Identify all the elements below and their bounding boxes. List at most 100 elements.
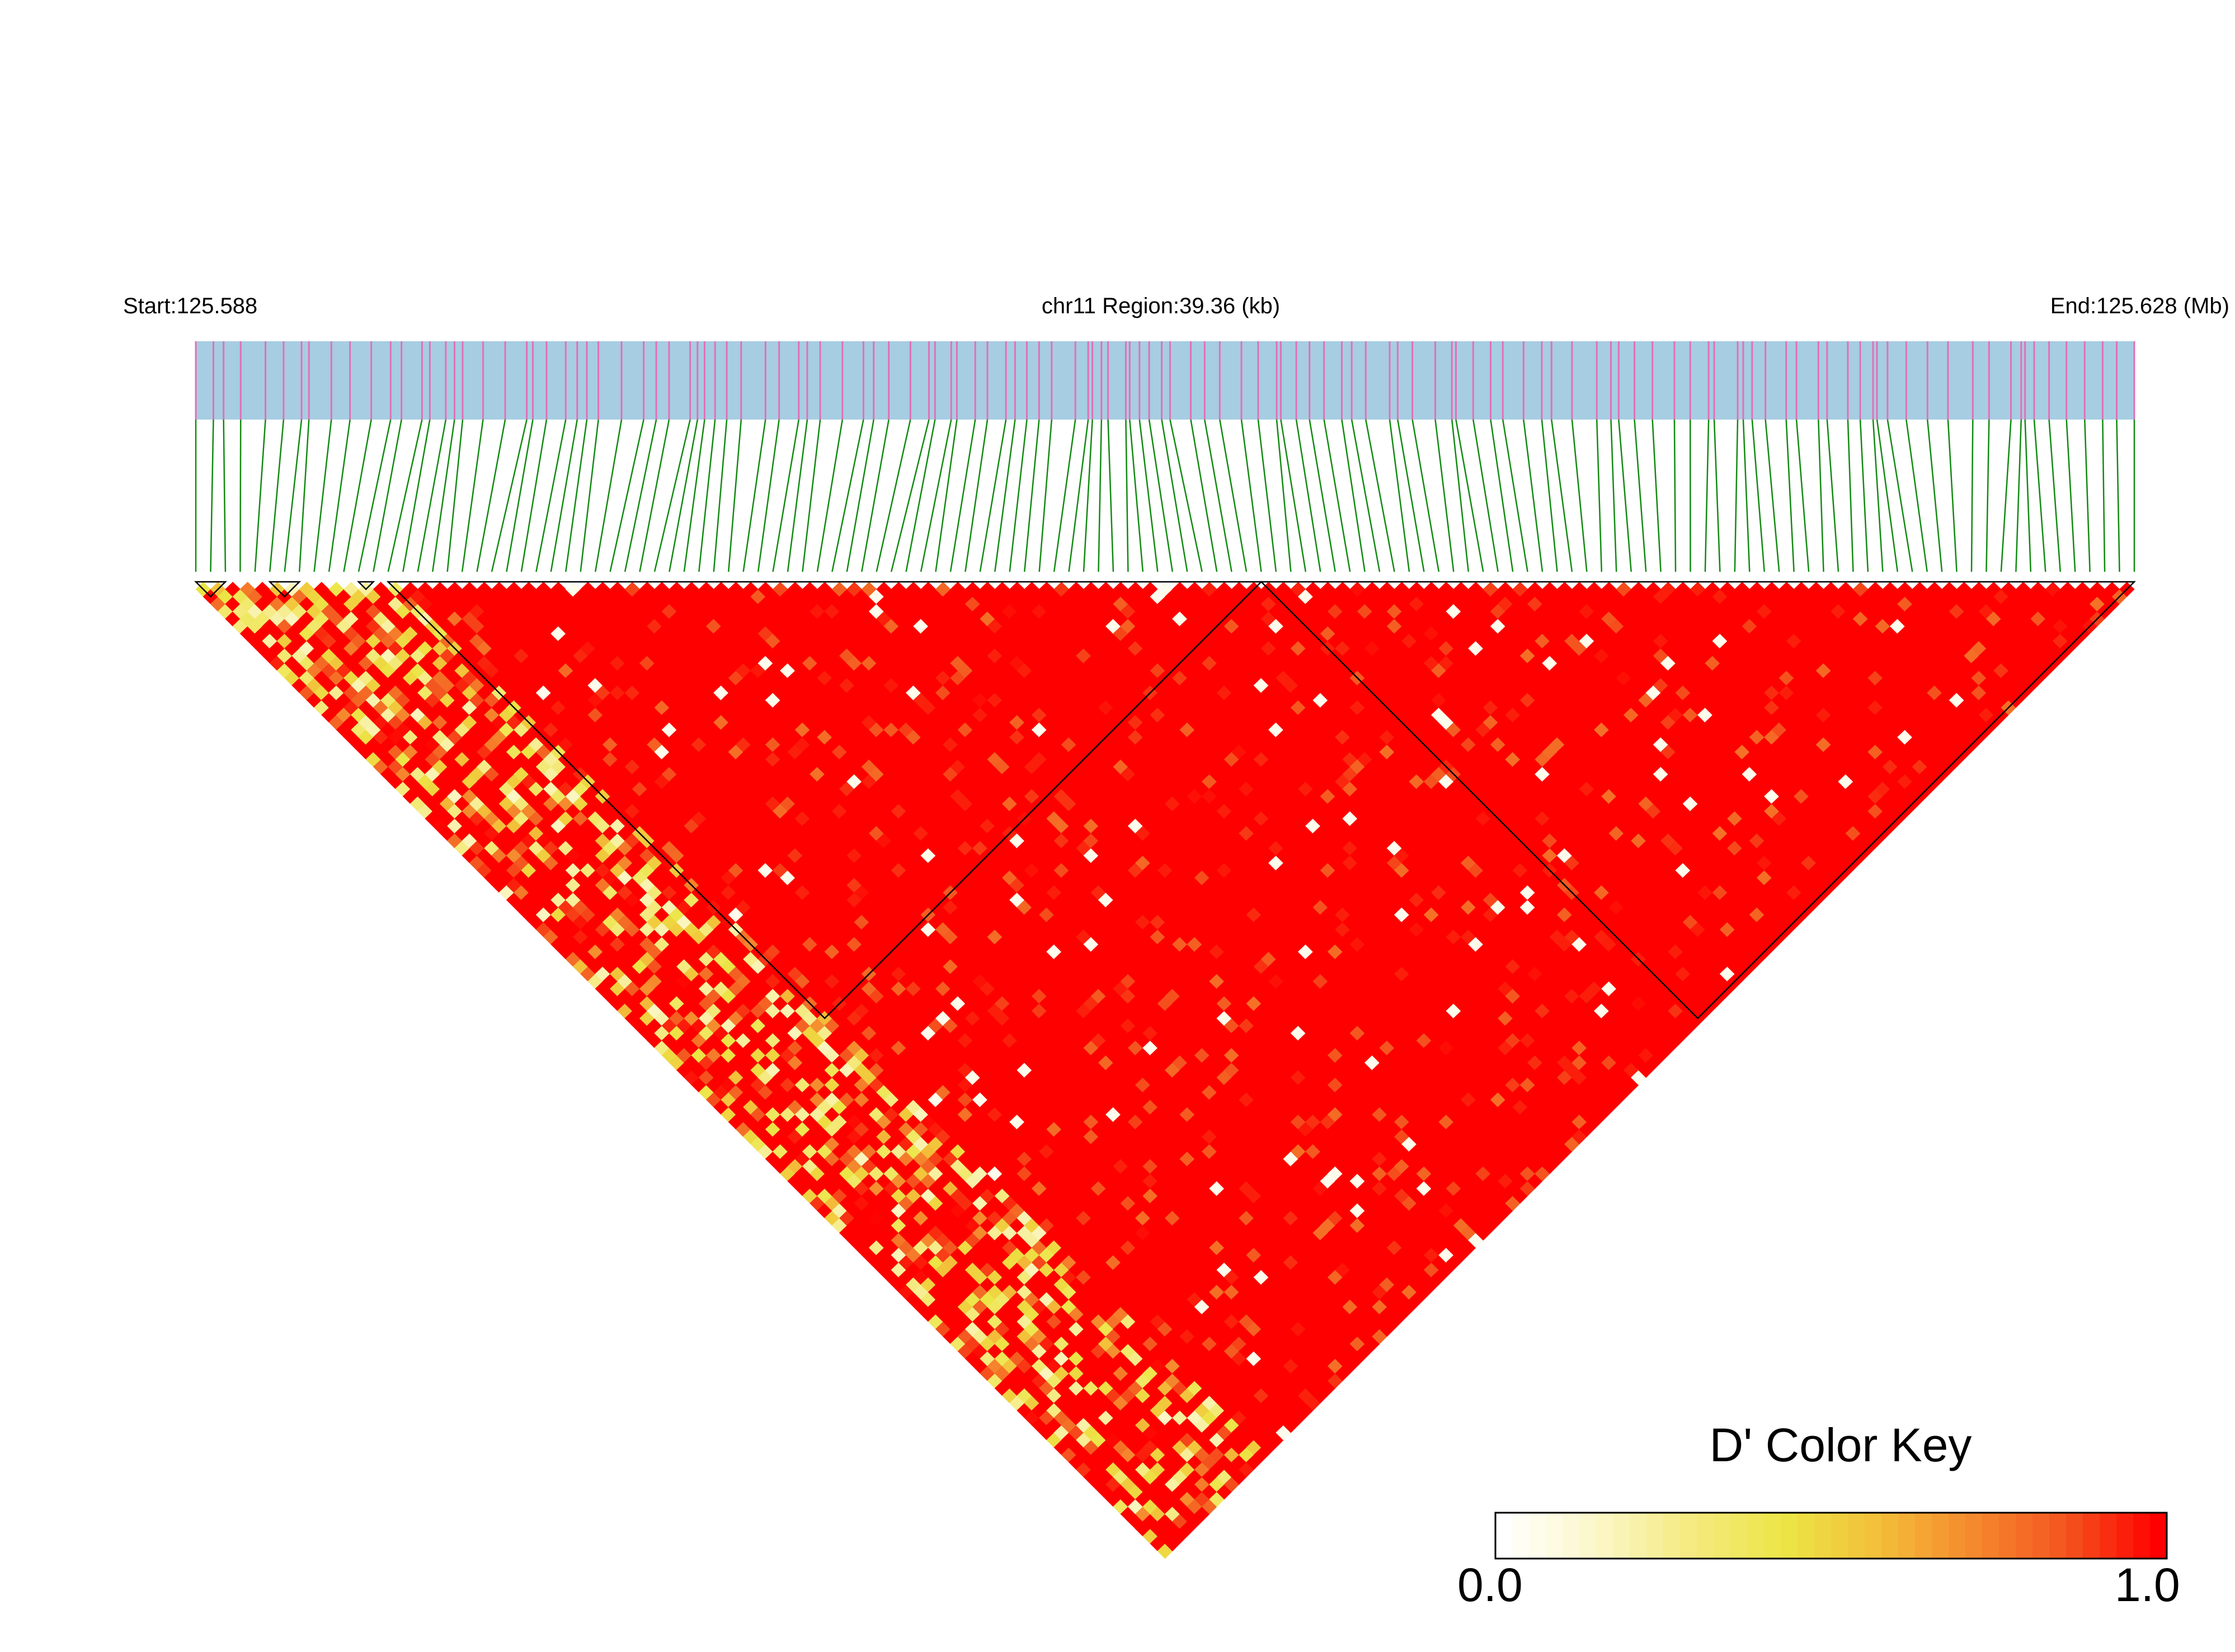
snp-connector: [1618, 419, 1632, 572]
ld-cell: [314, 582, 330, 597]
ld-cell: [654, 582, 670, 597]
snp-connector: [1323, 419, 1351, 572]
snp-connector: [816, 419, 844, 572]
snp-connector: [1551, 419, 1573, 572]
snp-connector: [2015, 419, 2022, 572]
snp-connector: [1257, 419, 1277, 572]
ld-cell: [521, 582, 537, 597]
snp-connector: [1219, 419, 1248, 572]
snp-connector: [1927, 419, 1943, 572]
ld-cell: [684, 582, 699, 597]
snp-connector: [313, 419, 332, 572]
snp-connector: [1634, 419, 1647, 572]
snp-connector: [994, 419, 1016, 572]
snp-connector: [1765, 419, 1780, 572]
snp-connector: [1734, 419, 1739, 572]
snp-connector: [1129, 419, 1144, 572]
ld-cell: [432, 582, 448, 597]
snp-connector: [1341, 419, 1366, 572]
snp-connector: [1713, 419, 1721, 572]
snp-connector: [713, 419, 728, 572]
snp-connector: [535, 419, 567, 572]
snp-connector: [2000, 419, 2012, 572]
snp-connector: [1009, 419, 1028, 572]
snp-connector: [269, 419, 285, 572]
snp-connector: [1970, 419, 1974, 572]
snp-connector: [1280, 419, 1307, 572]
ld-cell: [462, 582, 478, 597]
snp-connector: [1872, 419, 1884, 572]
snp-connector: [905, 419, 936, 572]
snp-connector: [669, 419, 699, 572]
snp-connector: [1795, 419, 1810, 572]
snp-connector: [653, 419, 691, 572]
snp-connector: [284, 419, 303, 572]
snp-connector: [210, 419, 214, 572]
snp-connector: [239, 419, 242, 572]
snp-connector: [1571, 419, 1588, 572]
snp-connector: [1847, 419, 1854, 572]
snp-connector: [387, 419, 423, 572]
snp-connector: [1434, 419, 1455, 572]
snp-connector: [328, 419, 351, 572]
ld-cell: [402, 582, 418, 597]
snp-connector: [1826, 419, 1839, 572]
snp-connector: [1389, 419, 1410, 572]
snp-connector: [1068, 419, 1089, 572]
snp-connector: [1138, 419, 1159, 572]
snp-connector: [491, 419, 528, 572]
snp-connector: [1309, 419, 1336, 572]
snp-connector: [594, 419, 623, 572]
snp-connector: [476, 419, 506, 572]
snp-connector: [1204, 419, 1232, 572]
snp-connector: [1751, 419, 1765, 572]
snp-connector: [1276, 419, 1292, 572]
snp-connector: [890, 419, 930, 572]
snp-connector: [1169, 419, 1203, 572]
ld-cell: [476, 582, 492, 597]
snp-connector: [935, 419, 958, 572]
ld-cell: [343, 582, 359, 597]
snp-connector: [772, 419, 799, 572]
snp-connector: [1125, 419, 1129, 572]
snp-connector: [1502, 419, 1528, 572]
snp-connector: [861, 419, 890, 572]
snp-connector: [1190, 419, 1218, 572]
ld-cell: [328, 582, 345, 597]
snp-connector: [2102, 419, 2106, 572]
ld-cell: [713, 582, 729, 597]
snp-connector: [1397, 419, 1425, 572]
snp-connector: [698, 419, 716, 572]
snp-connector: [1490, 419, 1514, 572]
snp-connector: [876, 419, 911, 572]
snp-connector: [1704, 419, 1710, 572]
snp-connector: [846, 419, 874, 572]
snp-connector: [402, 419, 431, 572]
snp-connector: [254, 419, 266, 572]
snp-connector: [343, 419, 372, 572]
snp-connector: [2048, 419, 2061, 572]
ld-cell: [580, 582, 596, 597]
snp-connector: [1451, 419, 1469, 572]
ld-cell: [728, 582, 744, 597]
snp-connector: [964, 419, 989, 572]
snp-connector: [1673, 419, 1677, 572]
snp-connector: [831, 419, 864, 572]
ld-cell: [831, 582, 848, 597]
ld-cell: [535, 582, 552, 597]
ld-cell: [255, 582, 270, 597]
snp-connector: [639, 419, 670, 572]
snp-connector: [1472, 419, 1499, 572]
ld-cell: [565, 582, 581, 597]
ld-cell: [506, 582, 522, 597]
snp-connector: [1651, 419, 1662, 572]
snp-connector: [1886, 419, 1913, 572]
snp-connector: [223, 419, 227, 572]
ld-cell: [639, 582, 655, 597]
ld-cell: [698, 582, 714, 597]
ld-cell: [610, 582, 625, 597]
snp-connector: [683, 419, 705, 572]
snp-connector: [757, 419, 780, 572]
snp-connector: [609, 419, 644, 572]
snp-connector: [1098, 419, 1103, 572]
